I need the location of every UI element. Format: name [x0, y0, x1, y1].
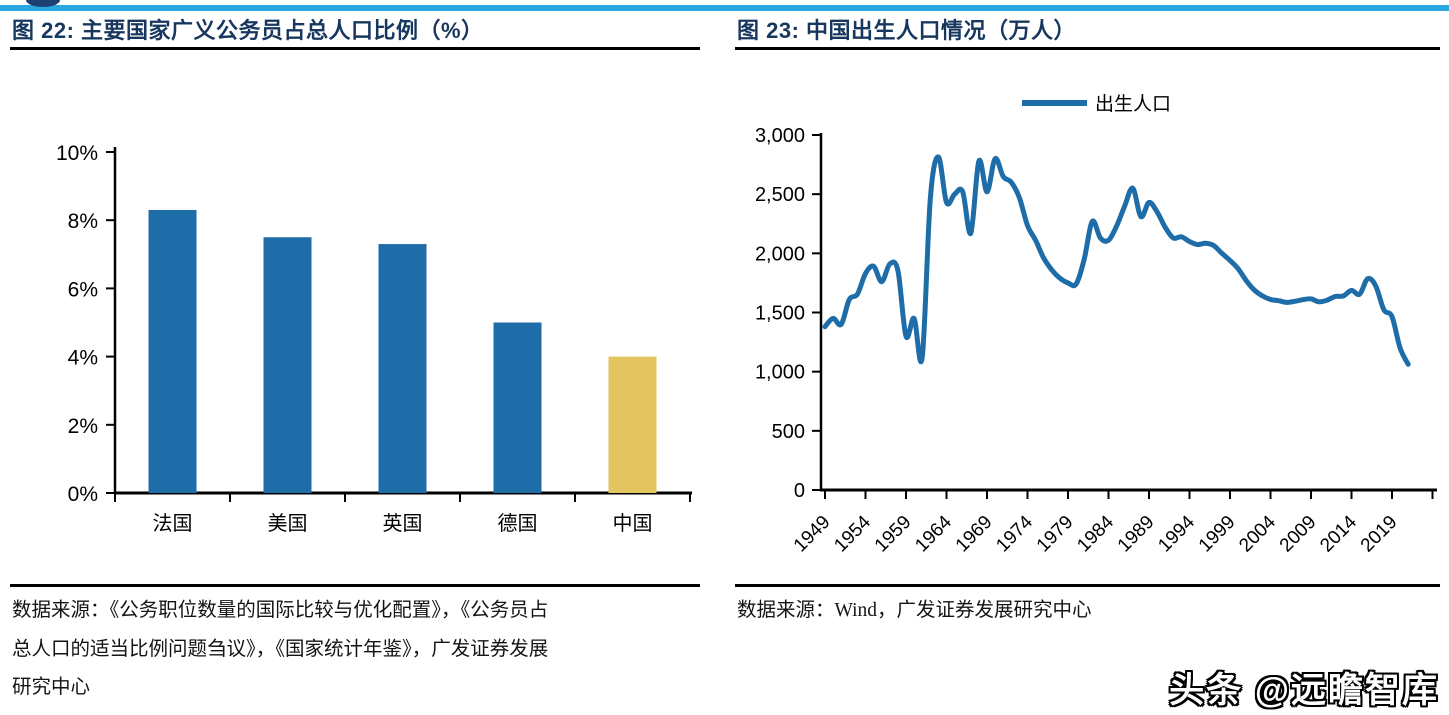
category-label: 英国 — [383, 512, 423, 535]
source-rule — [10, 584, 700, 587]
y-tick-label: 3,000 — [755, 125, 805, 147]
x-tick-label: 2014 — [1316, 511, 1361, 556]
y-tick-label: 1,500 — [755, 303, 805, 325]
logo-partial-icon — [26, 0, 60, 7]
legend-label: 出生人口 — [1095, 93, 1171, 115]
y-tick-label: 2% — [68, 415, 98, 438]
line-chart-birth-population: 出生人口05001,0001,5002,0002,5003,0001949195… — [755, 93, 1437, 557]
title-rule — [10, 47, 700, 50]
y-tick-label: 10% — [56, 142, 98, 165]
figure-23-title: 图 23: 中国出生人口情况（万人） — [737, 18, 1077, 43]
x-tick-label: 1994 — [1154, 511, 1199, 556]
title-rule — [735, 47, 1440, 50]
x-tick-label: 2009 — [1276, 512, 1321, 557]
category-label: 美国 — [268, 512, 308, 535]
x-tick-label: 1999 — [1195, 512, 1240, 557]
x-tick-label: 2004 — [1235, 511, 1280, 556]
source-text: 数据来源：Wind，广发证券发展研究中心 — [737, 592, 1437, 631]
source-text: 数据来源：《公务职位数量的国际比较与优化配置》，《公务员占 总人口的适当比例问题… — [12, 592, 692, 708]
x-tick-label: 1974 — [992, 511, 1037, 556]
x-tick-label: 1989 — [1114, 512, 1159, 557]
bar-美国 — [263, 237, 312, 493]
x-tick-label: 1984 — [1073, 511, 1118, 556]
x-tick-label: 1979 — [1033, 512, 1078, 557]
figure-23-panel: 图 23: 中国出生人口情况（万人） 出生人口 0 500 1,000 1,500 2,0… — [735, 0, 1449, 715]
y-tick-label: 0% — [68, 483, 98, 506]
x-tick-label: 1949 — [790, 512, 835, 557]
y-tick-label: 2,000 — [755, 243, 805, 265]
source-rule — [735, 584, 1440, 587]
y-tick-label: 1,000 — [755, 362, 805, 384]
x-tick-label: 1964 — [911, 511, 956, 556]
y-tick-label: 0 — [794, 480, 805, 502]
source-line: 总人口的适当比例问题刍议》，《国家统计年鉴》，广发证券发展 — [12, 638, 549, 660]
x-tick-label: 1959 — [871, 512, 916, 557]
x-tick-label: 1969 — [952, 512, 997, 557]
y-tick-label: 8% — [68, 210, 98, 233]
figure-22-title: 图 22: 主要国家广义公务员占总人口比例（%） — [12, 18, 484, 43]
source-line: 数据来源：Wind，广发证券发展研究中心 — [737, 600, 1092, 621]
bar-chart-civil-servant-ratio: 0% 2% 4% 6% 8% 10% 法国 美国 英国 德国 中国 — [56, 142, 692, 535]
x-tick-label: 1954 — [830, 511, 875, 556]
category-label: 法国 — [153, 512, 193, 535]
y-tick-label: 500 — [772, 421, 805, 443]
y-tick-label: 2,500 — [755, 184, 805, 206]
x-tick-label: 2019 — [1357, 512, 1402, 557]
source-line: 研究中心 — [12, 677, 91, 698]
source-line: 数据来源：《公务职位数量的国际比较与优化配置》，《公务员占 — [12, 600, 549, 621]
watermark: 头条 @远瞻智库 — [1169, 671, 1439, 710]
category-label: 德国 — [498, 512, 538, 535]
y-tick-label: 6% — [68, 278, 98, 301]
header-accent-bar — [0, 5, 1449, 11]
bar-德国 — [493, 322, 542, 493]
bar-法国 — [148, 209, 197, 493]
bar-英国 — [378, 244, 427, 493]
y-tick-label: 4% — [68, 347, 98, 370]
birth-population-line — [822, 154, 1411, 367]
bar-中国 — [608, 356, 657, 493]
figure-22-panel: 图 22: 主要国家广义公务员占总人口比例（%） 0% 2% 4% 6% 8% 10% 法国… — [0, 0, 712, 715]
category-label: 中国 — [613, 512, 653, 535]
